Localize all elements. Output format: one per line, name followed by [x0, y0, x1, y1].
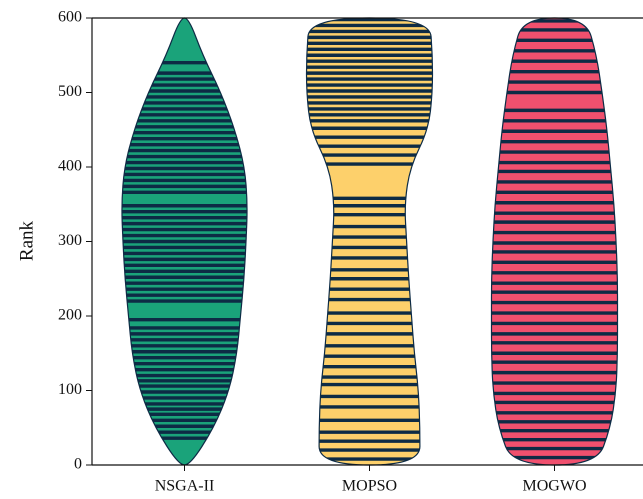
- violin-outline: [490, 17, 619, 466]
- y-axis-title: Rank: [16, 220, 37, 261]
- violin-outline: [121, 17, 248, 466]
- y-tick-label: 200: [58, 307, 82, 324]
- y-tick-label: 100: [58, 381, 82, 398]
- y-tick-label: 300: [58, 232, 82, 249]
- y-tick-label: 500: [58, 83, 82, 100]
- x-tick-label: MOPSO: [342, 478, 397, 495]
- y-tick-label: 400: [58, 158, 82, 175]
- y-tick-label: 600: [58, 9, 82, 26]
- violin-outline: [305, 17, 434, 466]
- x-tick-label: MOGWO: [523, 478, 587, 495]
- x-tick-label: NSGA-II: [155, 478, 215, 495]
- y-tick-label: 0: [74, 456, 82, 473]
- rank-lines: [491, 19, 618, 460]
